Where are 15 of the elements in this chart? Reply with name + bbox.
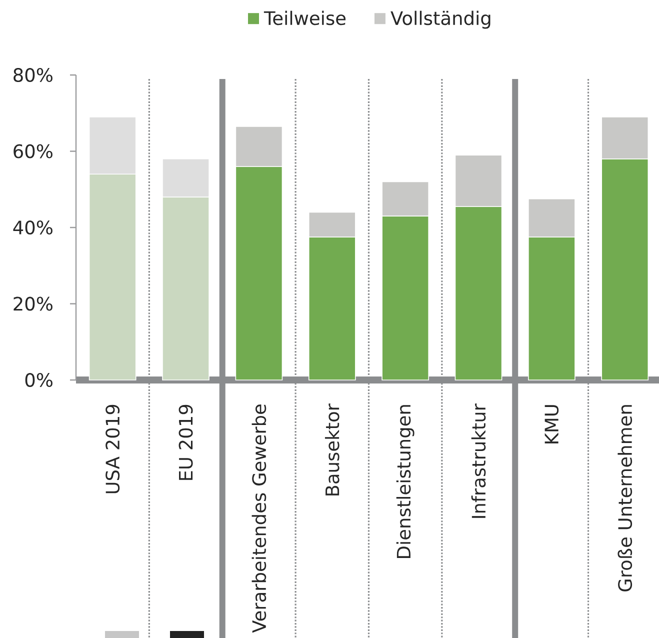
- x-tick-label: Dienstleistungen: [396, 405, 414, 558]
- legend-label: Vollständig: [390, 10, 490, 29]
- x-tick-label: Bausektor: [324, 404, 340, 496]
- y-tick-label: 80%: [14, 68, 52, 82]
- x-tick-label: Infrastruktur: [471, 404, 486, 518]
- y-tick-label: 40%: [13, 220, 52, 235]
- y-tick-label: 60%: [14, 144, 52, 158]
- y-tick-label: 20%: [14, 296, 52, 311]
- x-tick-label: Verarbeitendes Gewerbe: [252, 404, 266, 633]
- x-tick-label: KMU: [544, 405, 559, 444]
- x-tick-label: EU 2019: [178, 404, 193, 480]
- x-tick-label: Große Unternehmen: [618, 405, 632, 592]
- y-tick-label: 0%: [25, 373, 52, 388]
- legend-label: Teilweise: [264, 10, 346, 26]
- x-tick-label: USA 2019: [106, 404, 120, 494]
